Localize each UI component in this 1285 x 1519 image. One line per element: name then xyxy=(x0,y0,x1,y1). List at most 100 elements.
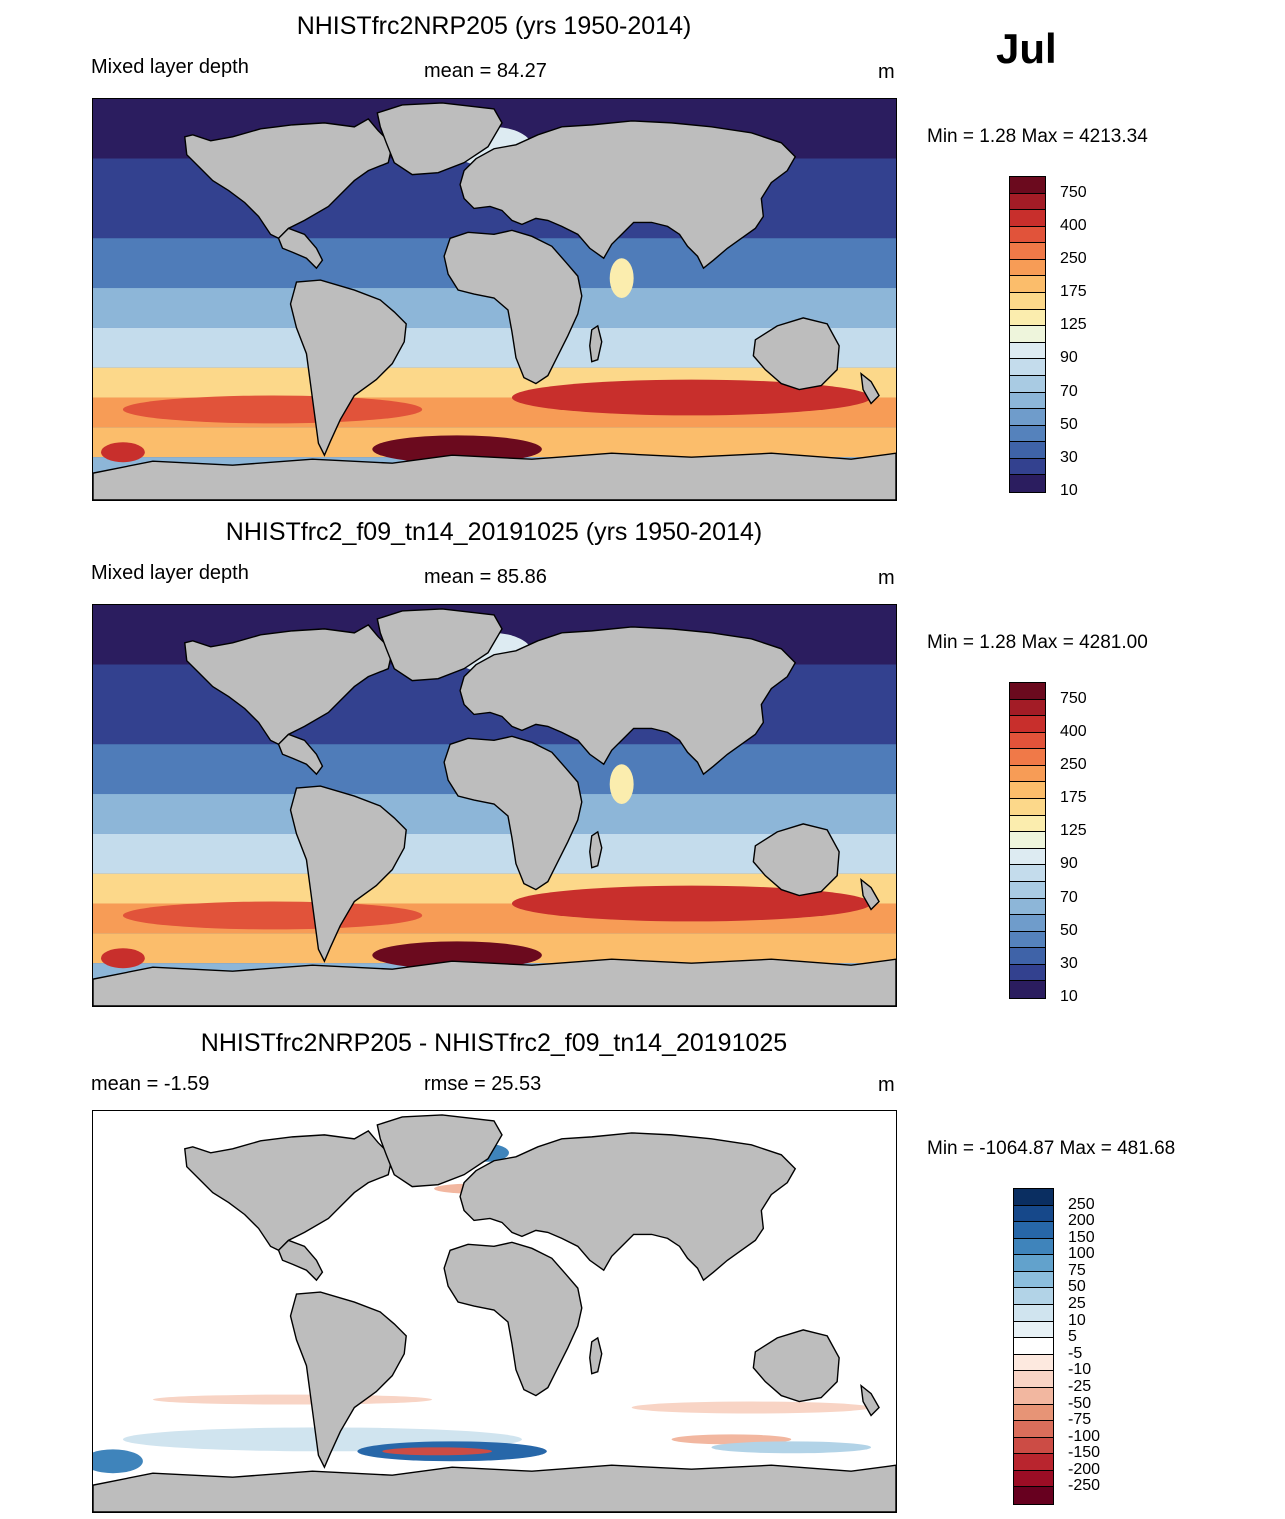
colorbar-segment xyxy=(1014,1205,1053,1223)
colorbar-label: 125 xyxy=(1060,822,1087,840)
panel-2-mean-label: mean = 85.86 xyxy=(424,566,547,588)
colorbar-label: -75 xyxy=(1068,1411,1092,1429)
colorbar-segment xyxy=(1010,243,1045,260)
colorbar-segment xyxy=(1014,1437,1053,1455)
colorbar-segment xyxy=(1010,716,1045,733)
colorbar-segment xyxy=(1010,409,1045,426)
colorbar-segment xyxy=(1014,1354,1053,1372)
colorbar-segment xyxy=(1010,881,1045,899)
colorbar-segment xyxy=(1010,865,1045,882)
landmass xyxy=(752,823,840,897)
landmass xyxy=(184,624,394,746)
panel-3-mean-label: mean = -1.59 xyxy=(91,1073,210,1095)
colorbar-segment xyxy=(1010,915,1045,932)
panel-3-rmse-label: rmse = 25.53 xyxy=(424,1073,542,1095)
colorbar-segment xyxy=(1014,1470,1053,1488)
colorbar-segment xyxy=(1010,359,1045,376)
colorbar-segment xyxy=(1010,699,1045,717)
colorbar-label: 125 xyxy=(1060,316,1087,334)
landmass xyxy=(752,1329,840,1403)
landmass xyxy=(376,1114,503,1188)
colorbar-segment xyxy=(1010,848,1045,866)
colorbar-segment xyxy=(1010,782,1045,800)
colorbar-label: 250 xyxy=(1068,1195,1095,1213)
landmass xyxy=(443,229,583,385)
landmass xyxy=(93,1464,896,1512)
colorbar-label: 90 xyxy=(1060,349,1078,367)
colorbar-segment xyxy=(1010,425,1045,443)
colorbar-segment xyxy=(1010,442,1045,459)
panel-3-title: NHISTfrc2NRP205 - NHISTfrc2_f09_tn14_201… xyxy=(200,1029,788,1057)
colorbar-label: 30 xyxy=(1060,954,1078,972)
landmass xyxy=(289,279,407,457)
colorbar-label: -200 xyxy=(1068,1460,1101,1478)
landmass xyxy=(459,120,797,270)
colorbar-label: 50 xyxy=(1060,921,1078,939)
colorbar-label: 70 xyxy=(1060,382,1078,400)
colorbar-segment xyxy=(1010,276,1045,294)
colorbar-segment xyxy=(1010,832,1045,849)
colorbar-label: 750 xyxy=(1060,689,1087,707)
landmass xyxy=(589,324,603,363)
colorbar-segment xyxy=(1010,749,1045,766)
landmass xyxy=(443,1241,583,1397)
colorbar-segment xyxy=(1014,1305,1053,1322)
colorbar-segment xyxy=(1010,210,1045,227)
landmass xyxy=(443,735,583,891)
panel-1-mean-label: mean = 84.27 xyxy=(424,60,547,82)
panel-1-map xyxy=(92,98,897,501)
colorbar-segment xyxy=(1010,342,1045,360)
month-label: Jul xyxy=(996,25,1057,72)
panel-1-map-svg xyxy=(93,99,896,500)
colorbar-label: -10 xyxy=(1068,1361,1092,1379)
landmass xyxy=(184,118,394,240)
colorbar-label: 250 xyxy=(1060,755,1087,773)
colorbar-segment xyxy=(1014,1487,1053,1504)
colorbar-label: -50 xyxy=(1068,1394,1092,1412)
colorbar-segment xyxy=(1014,1288,1053,1306)
colorbar-label: 30 xyxy=(1060,448,1078,466)
colorbar-label: 50 xyxy=(1060,415,1078,433)
panel-2-map-svg xyxy=(93,605,896,1006)
panel-2-title: NHISTfrc2_f09_tn14_20191025 (yrs 1950-20… xyxy=(225,518,763,546)
colorbar-label: 10 xyxy=(1060,482,1078,499)
panel-2-unit-label: m xyxy=(878,567,895,589)
panel-2-variable-label: Mixed layer depth xyxy=(91,562,249,584)
landmass xyxy=(459,626,797,776)
colorbar-segment xyxy=(1014,1387,1053,1405)
colorbar-segment xyxy=(1010,326,1045,343)
colorbar-label: 5 xyxy=(1068,1328,1077,1346)
colorbar-segment xyxy=(1014,1321,1053,1339)
colorbar-segment xyxy=(1010,981,1045,998)
landmass xyxy=(184,1130,394,1252)
colorbar-segment xyxy=(1010,799,1045,816)
colorbar-segment xyxy=(1014,1189,1053,1206)
colorbar-label: -150 xyxy=(1068,1444,1101,1462)
panel-3-map xyxy=(92,1110,897,1513)
colorbar-segment xyxy=(1010,458,1045,476)
colorbar-segment xyxy=(1010,475,1045,492)
colorbar-segment xyxy=(1014,1454,1053,1471)
landmass xyxy=(376,102,503,176)
landmass xyxy=(289,1291,407,1469)
colorbar-label: 10 xyxy=(1060,988,1078,1005)
colorbar-label: 10 xyxy=(1068,1311,1086,1329)
landmass xyxy=(459,1132,797,1282)
landmass xyxy=(860,372,880,405)
panel-2-map xyxy=(92,604,897,1007)
colorbar-segment xyxy=(1014,1338,1053,1355)
colorbar-segment xyxy=(1014,1421,1053,1438)
colorbar-label: -5 xyxy=(1068,1344,1083,1362)
colorbar-segment xyxy=(1014,1271,1053,1289)
landmass xyxy=(277,227,324,270)
landmass xyxy=(589,1336,603,1375)
landmass xyxy=(376,608,503,682)
colorbar-label: 75 xyxy=(1068,1261,1086,1279)
colorbar-segment xyxy=(1014,1371,1053,1388)
landmass xyxy=(277,1239,324,1282)
panel-1-unit-label: m xyxy=(878,61,895,83)
colorbar-label: 200 xyxy=(1068,1212,1095,1230)
landmass xyxy=(860,1384,880,1417)
panel-1-colorbar xyxy=(1009,176,1046,493)
colorbar-label: 400 xyxy=(1060,722,1087,740)
